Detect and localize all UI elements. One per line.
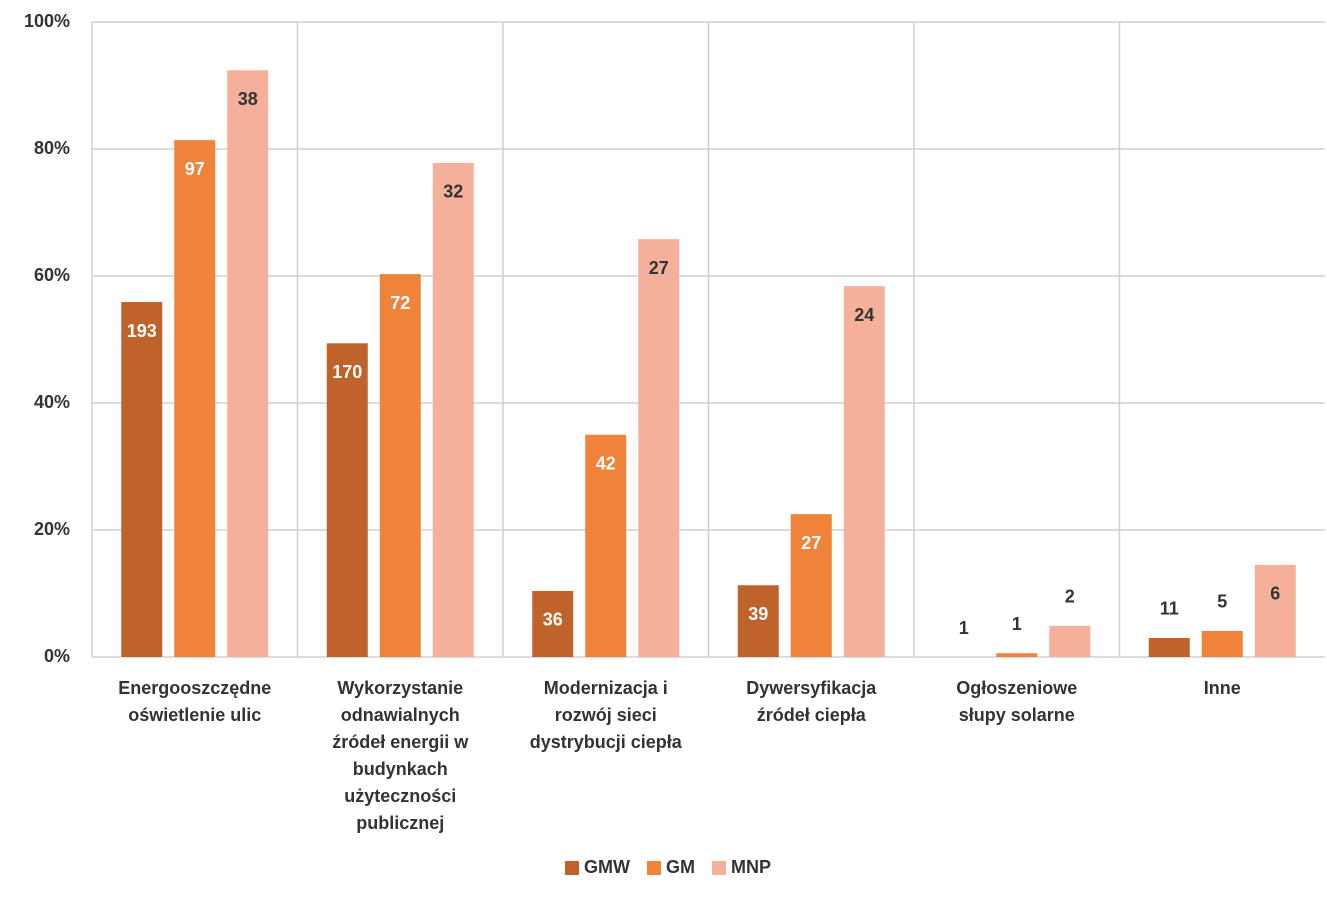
- data-label: 5: [1217, 592, 1227, 612]
- y-tick-label: 40%: [34, 392, 70, 412]
- legend-label: GMW: [584, 857, 630, 877]
- data-label: 42: [596, 454, 616, 474]
- bar: [1148, 637, 1190, 657]
- data-label: 39: [748, 604, 768, 624]
- data-label: 170: [332, 362, 362, 382]
- data-label: 27: [801, 533, 821, 553]
- x-tick-label: Inne: [1204, 678, 1241, 698]
- bar: [843, 286, 885, 657]
- data-label: 11: [1160, 599, 1179, 619]
- data-label: 97: [185, 159, 205, 179]
- bar: [790, 514, 832, 657]
- bar: [1201, 630, 1243, 657]
- y-tick-label: 0%: [44, 646, 70, 666]
- data-label: 38: [238, 89, 258, 109]
- data-label: 193: [127, 321, 157, 341]
- y-tick-label: 60%: [34, 265, 70, 285]
- data-label: 32: [443, 182, 463, 202]
- legend-swatch: [711, 861, 726, 875]
- x-tick-label: Wykorzystanie odnawialnych źródeł energii …: [332, 678, 469, 833]
- bar: [227, 70, 269, 657]
- bar: [379, 274, 421, 657]
- data-label: 2: [1065, 587, 1075, 607]
- data-label: 36: [543, 610, 563, 630]
- legend-swatch: [646, 861, 661, 875]
- bar: [1049, 625, 1091, 657]
- legend-swatch: [565, 861, 579, 875]
- data-label: 24: [854, 305, 874, 325]
- data-label: 6: [1270, 584, 1280, 604]
- bar: [174, 140, 216, 658]
- data-label: 1: [959, 618, 969, 638]
- legend-label: MNP: [731, 857, 771, 877]
- bar: [1254, 564, 1296, 657]
- y-tick-label: 80%: [34, 138, 70, 158]
- x-tick-label: Ogłoszeniowe słupy solarne: [956, 678, 1077, 725]
- bar: [996, 653, 1038, 657]
- bar: [432, 162, 474, 657]
- bar: [638, 239, 680, 658]
- x-tick-label: Modernizacja i rozwój sieci dystrybucji ci…: [530, 678, 683, 752]
- bar: [737, 585, 779, 657]
- bar: [121, 302, 163, 657]
- data-label: 27: [649, 258, 669, 278]
- legend-label: GM: [666, 857, 695, 877]
- x-tick-label: Dywersyfikacja źródeł ciepła: [746, 678, 877, 725]
- x-tick-label: Energooszczędne oświetlenie ulic: [118, 678, 271, 725]
- bar: [532, 590, 574, 657]
- data-label: 72: [390, 293, 410, 313]
- y-tick-label: 100%: [24, 11, 70, 31]
- bar: [326, 343, 368, 657]
- bar: [585, 434, 627, 657]
- data-label: 1: [1012, 614, 1022, 634]
- y-tick-label: 20%: [34, 519, 70, 539]
